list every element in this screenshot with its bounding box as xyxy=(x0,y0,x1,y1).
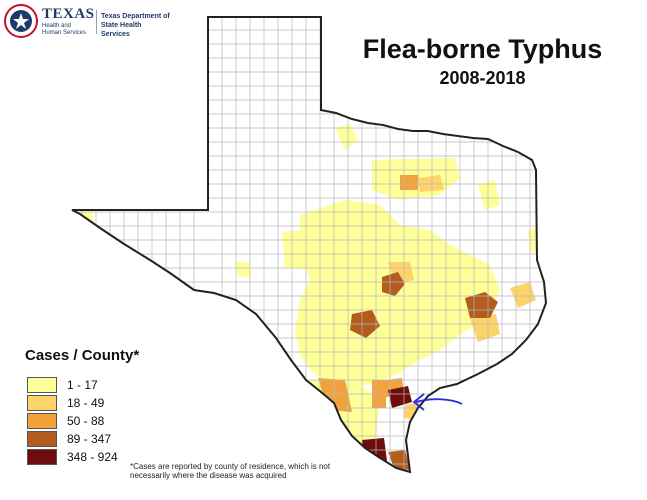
region-18-49-b xyxy=(470,314,500,342)
region-cameron xyxy=(388,450,410,470)
legend-label: 18 - 49 xyxy=(67,396,105,410)
footnote: *Cases are reported by county of residen… xyxy=(130,462,331,480)
logo-dshs-text: Texas Department of State Health Service… xyxy=(101,13,170,38)
legend-swatch xyxy=(27,377,57,393)
region-harris xyxy=(465,292,498,318)
region-nueces xyxy=(388,386,412,408)
legend-title: Cases / County* xyxy=(25,347,140,364)
legend-label: 50 - 88 xyxy=(67,414,105,428)
region-travis xyxy=(382,272,405,296)
annotation-arrow xyxy=(412,393,463,411)
legend-label: 89 - 347 xyxy=(67,432,112,446)
region-18-49-c xyxy=(510,282,536,308)
map-subtitle: 2008-2018 xyxy=(439,68,526,88)
state-border xyxy=(71,16,548,474)
dshs-logo: TEXAS Health and Human Services Texas De… xyxy=(4,4,170,38)
legend-swatch xyxy=(27,395,57,411)
region-50-88-b xyxy=(400,175,418,190)
region-panhandle-strip xyxy=(335,124,358,150)
legend-label: 1 - 17 xyxy=(67,378,98,392)
map-title: Flea-borne Typhus xyxy=(362,34,603,64)
legend-swatch xyxy=(27,431,57,447)
region-18-49-d xyxy=(418,175,444,192)
logo-texas-text: TEXAS xyxy=(42,6,95,22)
region-hill-west xyxy=(235,262,250,278)
texas-seal-icon xyxy=(4,4,38,38)
region-far-west xyxy=(72,210,94,226)
legend-label: 348 - 924 xyxy=(67,450,118,464)
region-hidalgo xyxy=(362,438,388,468)
logo-hhs-text: Health and Human Services xyxy=(42,23,87,36)
legend-swatch xyxy=(27,413,57,429)
legend-swatch xyxy=(27,449,57,465)
logo-divider xyxy=(96,10,97,34)
region-east xyxy=(478,180,500,210)
